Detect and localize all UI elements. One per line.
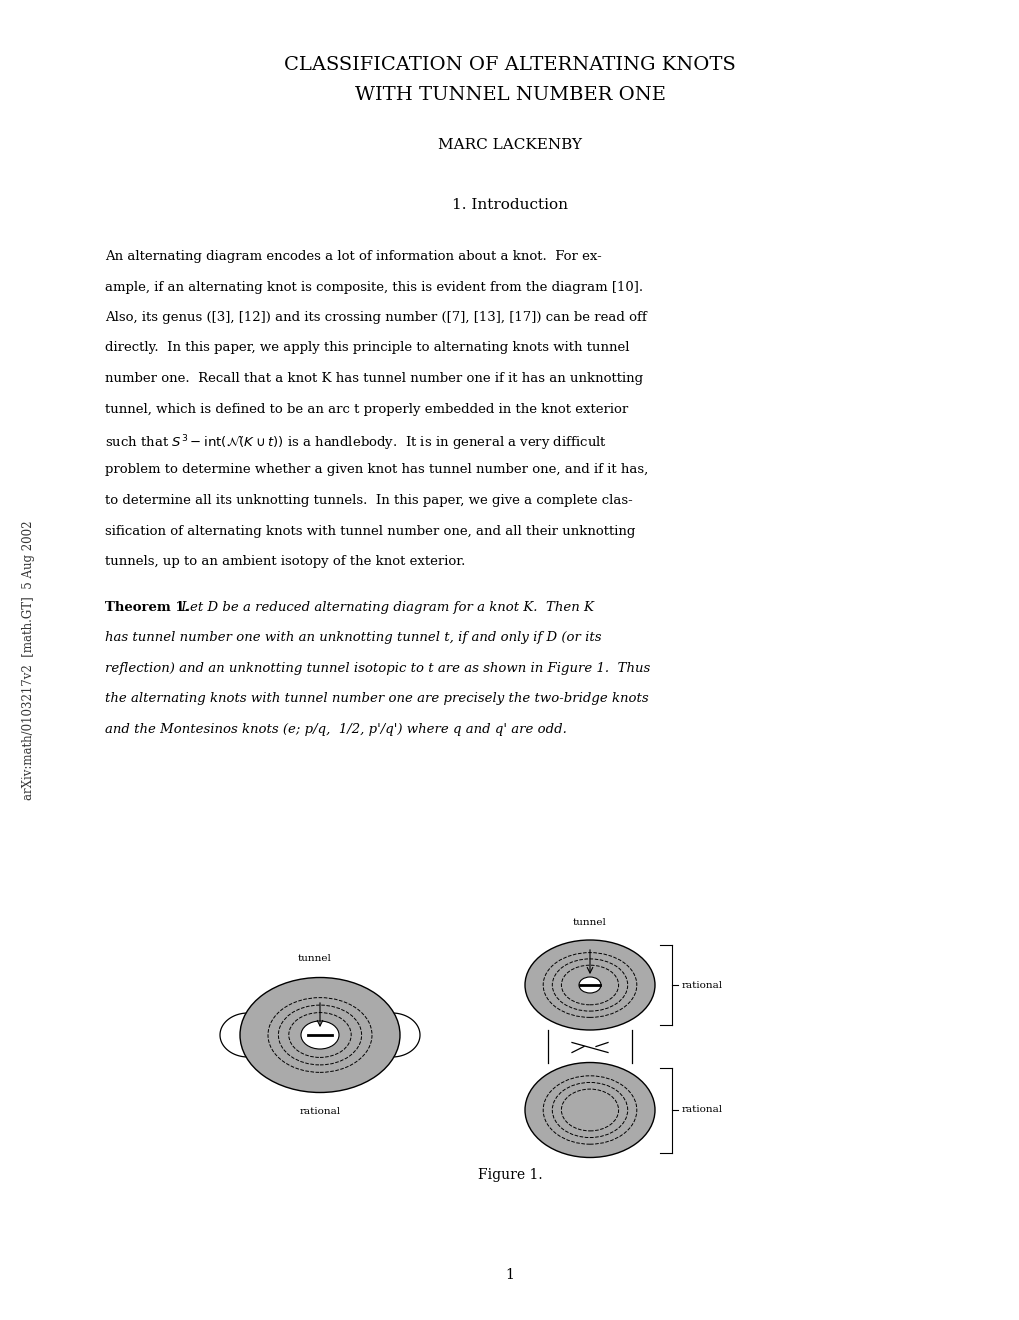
- Text: the alternating knots with tunnel number one are precisely the two-bridge knots: the alternating knots with tunnel number…: [105, 692, 648, 705]
- Ellipse shape: [525, 940, 654, 1030]
- Ellipse shape: [579, 977, 600, 993]
- Text: Let D be a reduced alternating diagram for a knot K.  Then K: Let D be a reduced alternating diagram f…: [177, 601, 593, 614]
- Text: such that $S^3 - \mathrm{int}(\mathcal{N}(K \cup t))$ is a handlebody.  It is in: such that $S^3 - \mathrm{int}(\mathcal{N…: [105, 433, 606, 453]
- Text: 1: 1: [505, 1269, 514, 1282]
- Ellipse shape: [239, 978, 399, 1093]
- Text: tunnel: tunnel: [573, 917, 606, 927]
- Text: number one.  Recall that a knot K has tunnel number one if it has an unknotting: number one. Recall that a knot K has tun…: [105, 372, 643, 385]
- Text: directly.  In this paper, we apply this principle to alternating knots with tunn: directly. In this paper, we apply this p…: [105, 342, 629, 355]
- Text: 1. Introduction: 1. Introduction: [451, 198, 568, 213]
- Text: An alternating diagram encodes a lot of information about a knot.  For ex-: An alternating diagram encodes a lot of …: [105, 249, 601, 263]
- Text: sification of alternating knots with tunnel number one, and all their unknotting: sification of alternating knots with tun…: [105, 524, 635, 537]
- Text: problem to determine whether a given knot has tunnel number one, and if it has,: problem to determine whether a given kno…: [105, 463, 648, 477]
- Text: tunnel, which is defined to be an arc t properly embedded in the knot exterior: tunnel, which is defined to be an arc t …: [105, 403, 628, 416]
- Ellipse shape: [301, 1020, 338, 1049]
- Text: CLASSIFICATION OF ALTERNATING KNOTS: CLASSIFICATION OF ALTERNATING KNOTS: [284, 55, 735, 74]
- Text: tunnel: tunnel: [298, 954, 331, 964]
- Text: to determine all its unknotting tunnels.  In this paper, we give a complete clas: to determine all its unknotting tunnels.…: [105, 494, 632, 507]
- Text: Figure 1.: Figure 1.: [477, 1168, 542, 1181]
- Text: ample, if an alternating knot is composite, this is evident from the diagram [10: ample, if an alternating knot is composi…: [105, 281, 643, 293]
- Text: has tunnel number one with an unknotting tunnel t, if and only if D (or its: has tunnel number one with an unknotting…: [105, 631, 601, 644]
- Text: rational: rational: [682, 1106, 722, 1114]
- Ellipse shape: [525, 1063, 654, 1158]
- Text: Theorem 1.: Theorem 1.: [105, 601, 190, 614]
- Text: reflection) and an unknotting tunnel isotopic to t are as shown in Figure 1.  Th: reflection) and an unknotting tunnel iso…: [105, 661, 650, 675]
- Text: MARC LACKENBY: MARC LACKENBY: [437, 139, 582, 152]
- Text: rational: rational: [682, 981, 722, 990]
- Text: Also, its genus ([3], [12]) and its crossing number ([7], [13], [17]) can be rea: Also, its genus ([3], [12]) and its cros…: [105, 312, 646, 323]
- Text: arXiv:math/0103217v2  [math.GT]  5 Aug 2002: arXiv:math/0103217v2 [math.GT] 5 Aug 200…: [22, 520, 35, 800]
- Text: tunnels, up to an ambient isotopy of the knot exterior.: tunnels, up to an ambient isotopy of the…: [105, 554, 465, 568]
- Text: WITH TUNNEL NUMBER ONE: WITH TUNNEL NUMBER ONE: [355, 86, 664, 104]
- Text: and the Montesinos knots (e; p/q,  1/2, p'/q') where q and q' are odd.: and the Montesinos knots (e; p/q, 1/2, p…: [105, 722, 567, 735]
- Text: rational: rational: [300, 1107, 340, 1115]
